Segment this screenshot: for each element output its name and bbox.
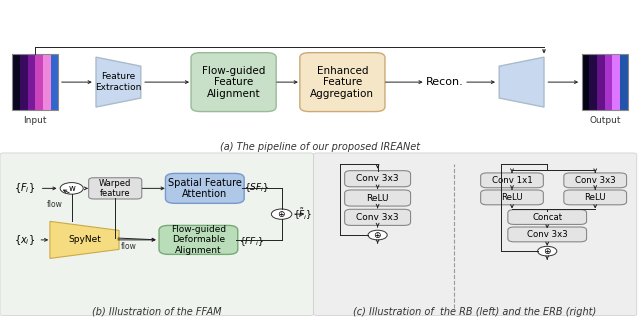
Text: $\{x_i\}$: $\{x_i\}$ [14, 233, 35, 247]
Text: Spatial Feature
Attention: Spatial Feature Attention [168, 177, 242, 199]
Text: Concat: Concat [532, 213, 563, 222]
Text: flow: flow [120, 242, 136, 251]
Polygon shape [96, 57, 141, 107]
FancyBboxPatch shape [165, 173, 244, 204]
Text: $\{SF_i\}$: $\{SF_i\}$ [244, 181, 269, 194]
Polygon shape [499, 57, 544, 107]
Bar [43, 54, 51, 110]
Text: Conv 3x3: Conv 3x3 [575, 176, 616, 185]
Text: $\oplus$: $\oplus$ [543, 246, 552, 256]
Bar [28, 54, 35, 110]
Text: Enhanced
Feature
Aggregation: Enhanced Feature Aggregation [310, 65, 374, 99]
Text: ReLU: ReLU [366, 194, 389, 203]
FancyBboxPatch shape [481, 190, 543, 205]
Text: (b) Illustration of the FFAM: (b) Illustration of the FFAM [92, 307, 221, 317]
Text: flow: flow [47, 200, 63, 209]
FancyBboxPatch shape [344, 209, 411, 225]
Bar [582, 54, 589, 110]
Bar [35, 54, 43, 110]
Bar [589, 54, 597, 110]
Bar [605, 54, 612, 110]
Circle shape [60, 183, 83, 194]
FancyBboxPatch shape [314, 153, 637, 316]
FancyBboxPatch shape [88, 178, 142, 199]
Text: ReLU: ReLU [584, 193, 606, 202]
Text: Conv 1x1: Conv 1x1 [492, 176, 532, 185]
FancyBboxPatch shape [508, 227, 586, 242]
Text: $\oplus$: $\oplus$ [277, 209, 286, 219]
FancyBboxPatch shape [344, 190, 411, 206]
Text: Conv 3x3: Conv 3x3 [356, 213, 399, 222]
FancyBboxPatch shape [191, 52, 276, 112]
FancyBboxPatch shape [508, 210, 586, 224]
Text: ReLU: ReLU [501, 193, 523, 202]
FancyBboxPatch shape [564, 190, 627, 205]
Bar [12, 54, 20, 110]
Text: w: w [68, 184, 75, 193]
FancyBboxPatch shape [159, 225, 238, 254]
Text: $\{\tilde{F}_i\}$: $\{\tilde{F}_i\}$ [293, 206, 313, 222]
Circle shape [368, 230, 387, 240]
Bar [620, 54, 628, 110]
Text: (c) Illustration of  the RB (left) and the ERB (right): (c) Illustration of the RB (left) and th… [353, 307, 596, 317]
Text: Flow-guided
Feature
Alignment: Flow-guided Feature Alignment [202, 65, 266, 99]
Text: Conv 3x3: Conv 3x3 [527, 230, 568, 239]
FancyBboxPatch shape [344, 171, 411, 187]
FancyBboxPatch shape [564, 173, 627, 188]
Text: Conv 3x3: Conv 3x3 [356, 174, 399, 183]
Bar [597, 54, 605, 110]
FancyBboxPatch shape [300, 52, 385, 112]
Bar [12, 54, 58, 110]
Bar [612, 54, 620, 110]
Bar [582, 54, 628, 110]
Text: Recon.: Recon. [426, 77, 463, 87]
Text: (a) The pipeline of our proposed IREANet: (a) The pipeline of our proposed IREANet [220, 141, 420, 152]
Text: Input: Input [24, 116, 47, 125]
Circle shape [271, 209, 292, 219]
Polygon shape [50, 222, 119, 258]
Text: $\{F_i\}$: $\{F_i\}$ [14, 182, 35, 195]
Text: Feature
Extraction: Feature Extraction [95, 72, 141, 92]
Text: $\{FF_i\}$: $\{FF_i\}$ [239, 235, 264, 248]
Text: SpyNet: SpyNet [68, 235, 101, 244]
FancyBboxPatch shape [0, 153, 314, 316]
Circle shape [538, 246, 557, 256]
Bar [20, 54, 28, 110]
Text: Warped
feature: Warped feature [99, 179, 131, 198]
Bar [51, 54, 58, 110]
Text: Flow-guided
Deformable
Alignment: Flow-guided Deformable Alignment [171, 225, 226, 255]
Text: Output: Output [589, 116, 621, 125]
Text: $\oplus$: $\oplus$ [373, 230, 382, 240]
FancyBboxPatch shape [481, 173, 543, 188]
